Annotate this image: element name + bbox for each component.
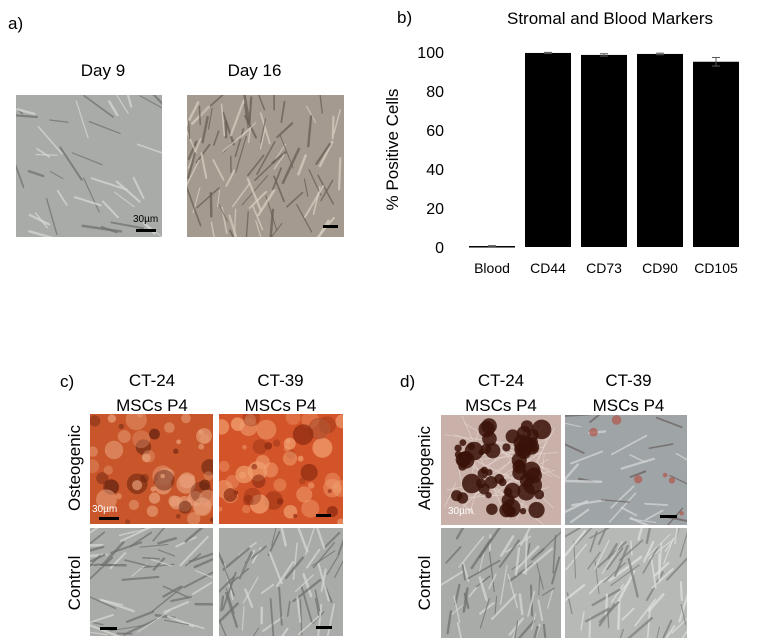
- col-ct24-line2: MSCs P4: [116, 396, 188, 415]
- micrograph-osteogenic-ct39: [219, 414, 343, 524]
- scale-bar: [100, 627, 117, 630]
- y-tick-label: 60: [426, 123, 444, 140]
- x-tick-label: CD105: [694, 260, 738, 276]
- row-control-label: Control: [65, 555, 84, 611]
- row-adipogenic-label: Adipogenic: [415, 425, 434, 511]
- y-tick-label: 40: [426, 162, 444, 179]
- col-ct24-line2: MSCs P4: [465, 396, 537, 415]
- col-ct39-header: CT-39 MSCs P4: [566, 368, 691, 418]
- x-tick-label: CD90: [642, 260, 678, 276]
- panel-d-label: d): [400, 372, 416, 391]
- col-ct24-line1: CT-24: [477, 371, 525, 390]
- micrograph-control-ct24: [441, 528, 561, 638]
- col-ct39-line1: CT-39: [257, 371, 304, 390]
- y-tick-label: 20: [426, 201, 444, 218]
- scale-bar: [316, 626, 332, 629]
- col-ct39-line2: MSCs P4: [592, 396, 665, 415]
- scale-bar-label: 30µm: [92, 504, 118, 515]
- scale-bar: [316, 514, 331, 517]
- scale-bar-label: 30µm: [133, 214, 159, 225]
- x-tick-label: CD73: [586, 260, 622, 276]
- micrograph-osteogenic-ct24: [90, 414, 213, 524]
- x-tick-label: CD44: [530, 260, 566, 276]
- y-tick-label: 80: [426, 84, 444, 101]
- micrograph-control-ct39: [565, 528, 687, 638]
- col-ct39-line2: MSCs P4: [244, 396, 317, 415]
- micrograph-adipogenic-ct39: [565, 415, 687, 525]
- panel-c-label: c): [60, 372, 75, 391]
- col-ct39-line1: CT-39: [605, 371, 652, 390]
- day9-title: Day 9: [80, 61, 126, 80]
- micrograph-control-ct39: [219, 528, 343, 636]
- scale-bar-label: 30µm: [448, 506, 474, 517]
- col-ct24-header: CT-24 MSCs P4: [92, 368, 212, 418]
- scale-bar: [323, 225, 338, 228]
- scale-bar: [136, 229, 156, 232]
- col-ct24-line1: CT-24: [128, 371, 176, 390]
- micrograph-day16: [187, 95, 344, 237]
- micrograph-control-ct24: [90, 528, 213, 636]
- bar-cd90: [637, 53, 683, 248]
- y-tick-label: 100: [417, 45, 444, 62]
- marker-bar-chart: Stromal and Blood Markers % Positive Cell…: [383, 9, 739, 276]
- bar-cd73: [581, 54, 627, 247]
- day16-title: Day 16: [227, 61, 282, 80]
- bar-cd44: [525, 52, 571, 247]
- col-ct39-header: CT-39 MSCs P4: [218, 368, 343, 418]
- scale-bar: [660, 515, 677, 518]
- y-axis-label: % Positive Cells: [383, 89, 402, 211]
- y-tick-label: 0: [435, 240, 444, 257]
- panel-a-label: a): [8, 14, 24, 33]
- row-control-label: Control: [415, 555, 434, 611]
- bar-cd105: [693, 61, 739, 247]
- row-osteogenic-label: Osteogenic: [65, 425, 84, 511]
- scale-bar: [99, 517, 119, 520]
- panel-b-label: b): [397, 8, 413, 27]
- chart-title: Stromal and Blood Markers: [507, 9, 713, 28]
- col-ct24-header: CT-24 MSCs P4: [441, 368, 561, 418]
- x-tick-label: Blood: [474, 260, 510, 276]
- micrograph-adipogenic-ct24: [441, 415, 561, 525]
